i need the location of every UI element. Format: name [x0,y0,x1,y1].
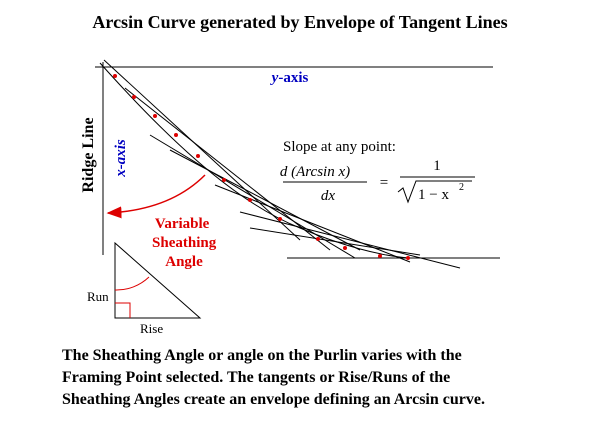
point [343,246,347,250]
rise-label: Rise [140,321,163,336]
tangent-lines [99,59,461,269]
angle-arrow [106,174,206,219]
tangent [103,59,301,241]
right-angle [115,302,131,318]
run-label: Run [87,289,109,304]
caption: The Sheathing Angle or angle on the Purl… [62,347,485,408]
point [132,95,136,99]
point [174,133,178,137]
angle-label: Variable Sheathing Angle [152,216,220,270]
angle-line: Variable [155,216,210,232]
formula-intro: Slope at any point: [283,139,396,155]
title: Arcsin Curve generated by Envelope of Ta… [92,12,507,32]
point [222,178,226,182]
axes [95,62,500,259]
point [248,198,252,202]
angle-line: Angle [165,254,203,270]
caption-line: Framing Point selected. The tangents or … [62,369,450,386]
formula-numerator: d (Arcsin x) [280,164,350,180]
point [406,256,410,260]
point [196,154,200,158]
rhs-radicand: 1 − x [418,187,449,203]
point [378,254,382,258]
tangent [249,227,421,256]
point [113,74,117,78]
rhs-numerator: 1 [433,158,441,174]
triangle [114,241,202,319]
y-rest: -axis [278,70,308,86]
exponent: 2 [459,182,464,193]
radical [397,180,472,204]
curve [99,62,411,259]
framing-points [113,74,410,260]
tangent [169,149,361,251]
angle-arc [114,276,150,291]
y-axis-label: y-axis [270,70,309,86]
point [153,114,157,118]
caption-line: The Sheathing Angle or angle on the Purl… [62,347,462,364]
angle-line: Sheathing [152,235,217,251]
tangent [214,184,411,263]
caption-line: Sheathing Angles create an envelope defi… [62,391,485,408]
ridge-label: Ridge Line [80,117,97,192]
y-var: y [270,70,279,86]
x-axis-label: x-axis [113,139,129,178]
point [316,237,320,241]
tangent [149,134,356,259]
tangent [239,211,461,269]
formula-equals: = [380,175,388,191]
formula-denominator: dx [321,188,336,204]
point [278,217,282,221]
